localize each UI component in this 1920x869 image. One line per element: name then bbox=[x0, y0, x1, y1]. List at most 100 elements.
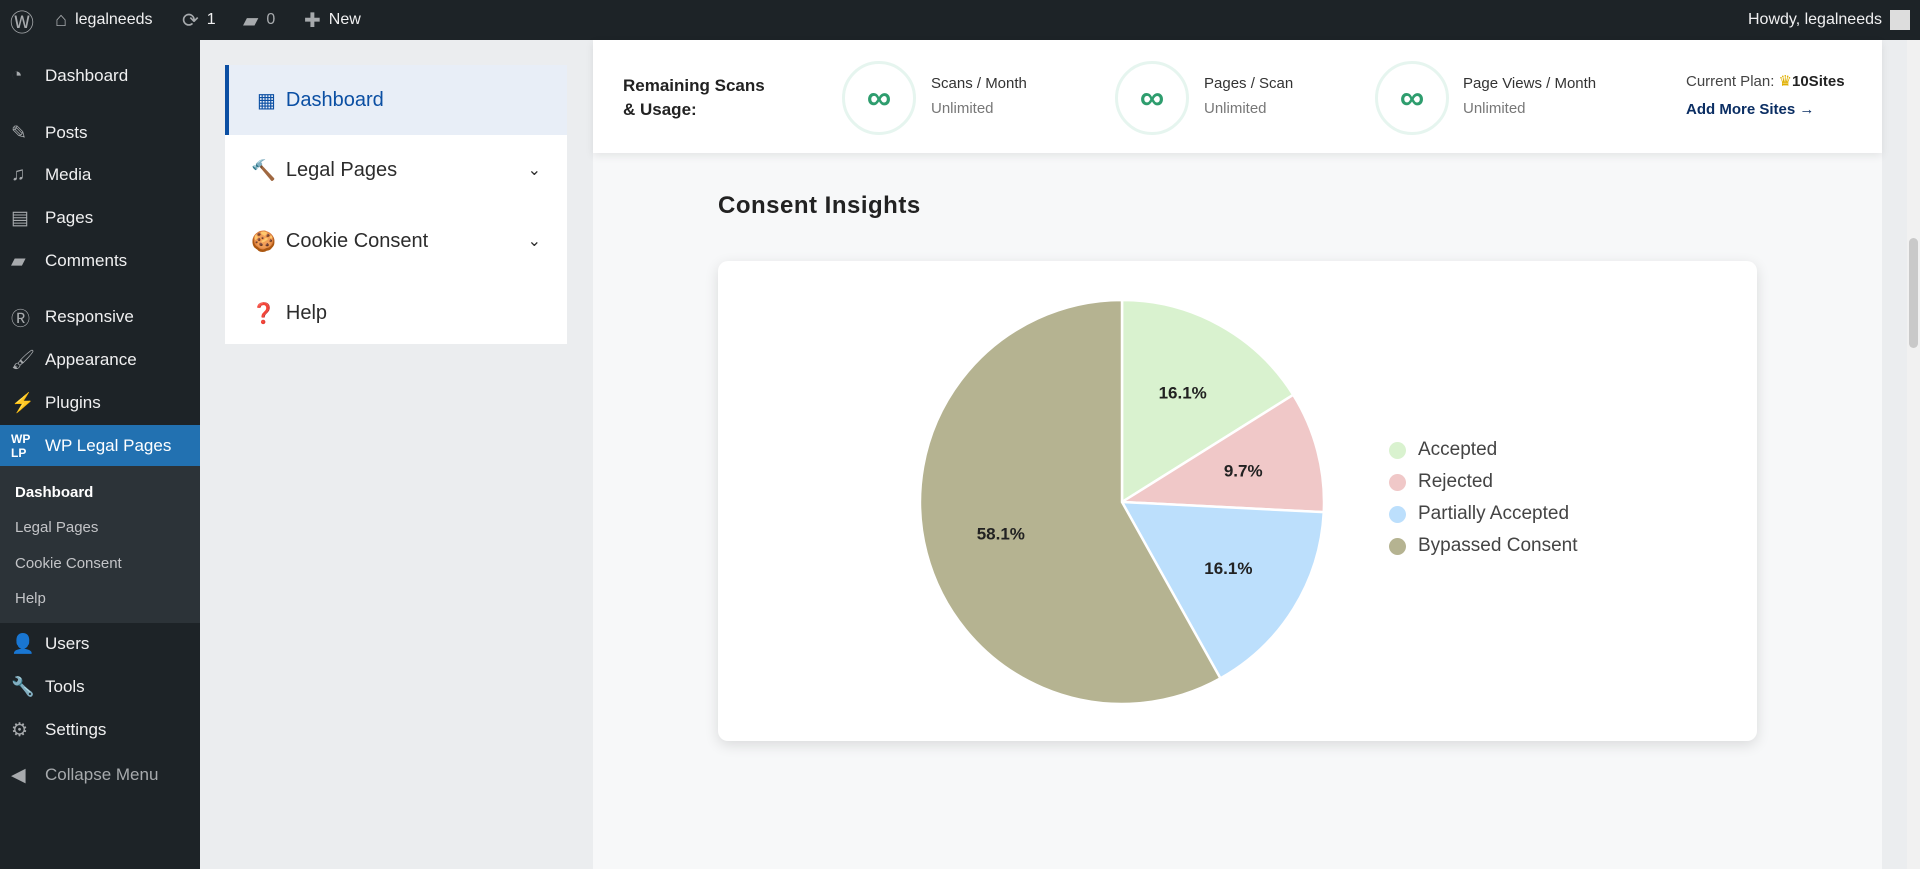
brush-icon: 🖌 bbox=[11, 350, 36, 371]
settings-icon: ⚙ bbox=[11, 719, 29, 741]
submenu-cookie-consent[interactable]: Cookie Consent bbox=[15, 555, 122, 572]
legend-label: Rejected bbox=[1418, 471, 1493, 492]
stat-label: Scans / Month bbox=[931, 75, 1027, 92]
plugin-nav: ▦ Dashboard 🔨 Legal Pages ⌄ 🍪 Cookie Consent… bbox=[225, 65, 567, 344]
menu-media[interactable]: ♫ Media bbox=[0, 155, 200, 195]
menu-plugins[interactable]: ⚡ Plugins bbox=[0, 383, 200, 423]
stat-value: Unlimited bbox=[931, 100, 994, 117]
menu-pages[interactable]: ▤ Pages bbox=[0, 198, 200, 238]
collapse-menu[interactable]: ◀ Collapse Menu bbox=[0, 755, 200, 795]
pie-slice-accepted[interactable] bbox=[1120, 298, 1295, 505]
pie-slice-bypassed-consent[interactable] bbox=[918, 298, 1223, 706]
wplp-icon: WP LP bbox=[11, 431, 31, 460]
menu-dashboard[interactable]: ◔ Dashboard bbox=[0, 56, 200, 96]
plan-name: 10Sites bbox=[1792, 73, 1845, 90]
howdy-text: Howdy, legalneeds bbox=[1747, 11, 1882, 28]
comment-icon: ▰ bbox=[11, 250, 26, 272]
plugin-nav-cookie-consent[interactable]: 🍪 Cookie Consent ⌄ bbox=[225, 206, 567, 276]
usage-card: Remaining Scans & Usage: ∞ Scans / Month … bbox=[593, 40, 1882, 153]
menu-label: Comments bbox=[45, 251, 128, 270]
data-label: 16.1% bbox=[1159, 383, 1207, 402]
menu-label: Settings bbox=[45, 720, 107, 739]
chart-card: 16.1% 9.7% 16.1% 58.1% Accepted Rejected Part… bbox=[718, 261, 1757, 741]
plugin-nav-dashboard[interactable]: ▦ Dashboard bbox=[225, 65, 567, 135]
menu-users[interactable]: 👤 Users bbox=[0, 624, 200, 664]
home-icon: ⌂ bbox=[55, 8, 68, 31]
menu-wp-legal-pages[interactable]: WP LP WP Legal Pages bbox=[0, 425, 200, 466]
plug-icon: ⚡ bbox=[11, 393, 35, 414]
updates-count: 1 bbox=[206, 11, 216, 28]
wordpress-logo-icon[interactable]: Ⓦ bbox=[10, 9, 34, 37]
data-label: 58.1% bbox=[977, 525, 1025, 544]
pie-slice-rejected[interactable] bbox=[1117, 393, 1326, 514]
site-name-link[interactable]: ⌂ legalneeds bbox=[55, 0, 153, 40]
pie-chart: 16.1% 9.7% 16.1% 58.1% bbox=[918, 298, 1326, 706]
menu-label: Plugins bbox=[45, 393, 101, 412]
menu-label: Pages bbox=[45, 208, 94, 227]
comments-link[interactable]: ▰ 0 bbox=[243, 0, 275, 40]
submenu-help[interactable]: Help bbox=[15, 590, 46, 607]
menu-tools[interactable]: 🔧 Tools bbox=[0, 667, 200, 707]
legend-label: Accepted bbox=[1418, 439, 1498, 460]
menu-label: Media bbox=[45, 165, 92, 184]
menu-label: Collapse Menu bbox=[45, 765, 159, 784]
legend-swatch bbox=[1389, 441, 1406, 459]
nav-label: Cookie Consent bbox=[285, 229, 429, 252]
usage-heading-line: Remaining Scans bbox=[623, 76, 765, 95]
menu-responsive[interactable]: Ⓡ Responsive bbox=[0, 297, 200, 337]
stat-label: Pages / Scan bbox=[1204, 75, 1294, 92]
section-title: Consent Insights bbox=[718, 192, 921, 219]
legend-item[interactable]: Accepted bbox=[1389, 439, 1497, 461]
wrench-icon: 🔧 bbox=[11, 677, 35, 698]
data-label: 16.1% bbox=[1204, 559, 1252, 578]
plan-label: Current Plan: bbox=[1686, 73, 1775, 90]
legend-swatch bbox=[1389, 473, 1406, 491]
scrollbar-thumb[interactable] bbox=[1909, 238, 1918, 348]
help-icon: ❓ bbox=[251, 302, 276, 325]
new-content-link[interactable]: ✚ New bbox=[304, 0, 361, 40]
nav-label: Legal Pages bbox=[285, 158, 398, 181]
site-name: legalneeds bbox=[75, 11, 153, 28]
admin-sidebar: ◔ Dashboard ✎ Posts ♫ Media ▤ Pages ▰ Comment… bbox=[0, 40, 200, 869]
crown-icon: ♛ bbox=[1778, 73, 1792, 90]
plugin-nav-help[interactable]: ❓ Help bbox=[225, 278, 567, 348]
menu-settings[interactable]: ⚙ Settings bbox=[0, 710, 200, 750]
legend-item[interactable]: Rejected bbox=[1389, 471, 1493, 493]
legend-label: Bypassed Consent bbox=[1418, 535, 1578, 556]
responsive-icon: Ⓡ bbox=[11, 308, 31, 330]
menu-appearance[interactable]: 🖌 Appearance bbox=[0, 340, 200, 380]
user-icon: 👤 bbox=[11, 634, 35, 655]
submenu-legal-pages[interactable]: Legal Pages bbox=[15, 519, 99, 536]
legend-swatch bbox=[1389, 505, 1406, 523]
menu-comments[interactable]: ▰ Comments bbox=[0, 241, 200, 281]
menu-label: Appearance bbox=[45, 350, 137, 369]
menu-label: Tools bbox=[45, 677, 85, 696]
add-more-sites-link[interactable]: Add More Sites → bbox=[1686, 101, 1814, 118]
cookie-icon: 🍪 bbox=[251, 230, 276, 253]
usage-heading-line: & Usage: bbox=[623, 100, 697, 119]
current-plan: Current Plan: ♛10Sites bbox=[1686, 72, 1845, 90]
updates-link[interactable]: ⟳ 1 bbox=[182, 0, 216, 40]
menu-label: WP Legal Pages bbox=[45, 435, 172, 455]
admin-bar: Ⓦ ⌂ legalneeds ⟳ 1 ▰ 0 ✚ New Howdy, legalnee… bbox=[0, 0, 1920, 40]
pie-slice-partially-accepted[interactable] bbox=[1119, 500, 1326, 681]
stat-value: Unlimited bbox=[1204, 100, 1267, 117]
infinity-icon: ∞ bbox=[1115, 61, 1189, 135]
plugin-nav-legal-pages[interactable]: 🔨 Legal Pages ⌄ bbox=[225, 135, 567, 205]
nav-label: Help bbox=[285, 301, 328, 324]
pin-icon: ✎ bbox=[11, 122, 27, 144]
chevron-down-icon: ⌄ bbox=[527, 233, 541, 250]
legend-item[interactable]: Bypassed Consent bbox=[1389, 535, 1578, 557]
media-icon: ♫ bbox=[11, 164, 26, 185]
account-menu[interactable]: Howdy, legalneeds bbox=[1748, 0, 1910, 40]
scrollbar[interactable] bbox=[1907, 40, 1920, 869]
infinity-icon: ∞ bbox=[842, 61, 916, 135]
refresh-icon: ⟳ bbox=[182, 9, 199, 32]
add-more-label: Add More Sites bbox=[1686, 101, 1796, 118]
stat-label: Page Views / Month bbox=[1463, 75, 1597, 92]
legend-item[interactable]: Partially Accepted bbox=[1389, 503, 1569, 525]
menu-label: Dashboard bbox=[45, 66, 129, 85]
submenu-dashboard[interactable]: Dashboard bbox=[15, 484, 94, 501]
menu-posts[interactable]: ✎ Posts bbox=[0, 113, 200, 153]
stat-value: Unlimited bbox=[1463, 100, 1526, 117]
